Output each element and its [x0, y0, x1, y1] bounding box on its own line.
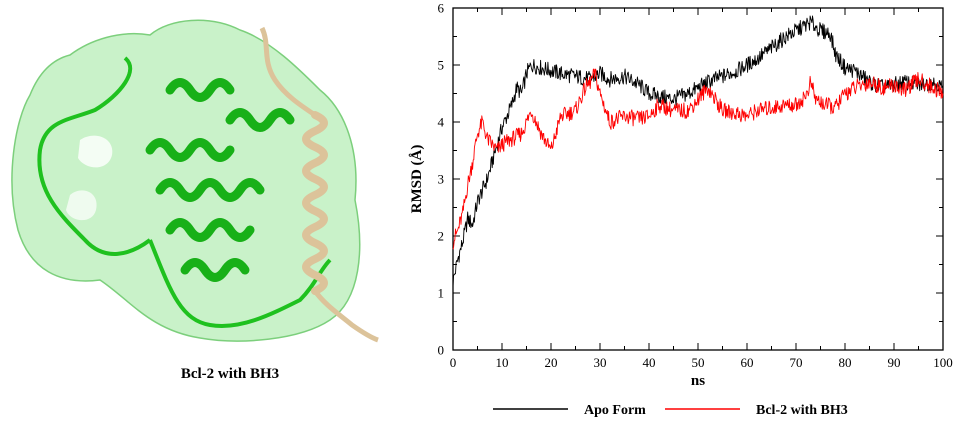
y-tick-label: 4 [438, 115, 445, 130]
bh3-peptide-helix [302, 111, 328, 295]
chart-legend: Apo Form Bcl-2 with BH3 [493, 403, 848, 418]
y-tick-label: 0 [438, 343, 445, 358]
series-line-bh3 [452, 68, 944, 250]
y-tick-label: 2 [438, 229, 445, 244]
protein-structure-image [0, 0, 400, 400]
plot-frame [452, 7, 944, 351]
x-tick-label: 10 [496, 355, 509, 370]
y-tick-label: 3 [438, 172, 445, 187]
x-tick-label: 40 [643, 355, 656, 370]
x-tick-label: 100 [933, 355, 953, 370]
x-tick-label: 90 [888, 355, 901, 370]
protein-loop [37, 56, 152, 256]
x-axis-label: ns [691, 373, 705, 389]
alpha-helices [145, 78, 295, 282]
x-tick-label: 80 [839, 355, 852, 370]
surface-cavity [66, 190, 97, 221]
y-tick-label: 1 [438, 286, 445, 301]
surface-cavity [78, 135, 113, 168]
x-tick-label: 50 [692, 355, 705, 370]
chart-axes: 0 10 20 30 40 50 60 70 80 90 100 0 1 2 3 4 5 6 ns RMSD (Å) [409, 1, 953, 390]
x-tick-label: 30 [594, 355, 607, 370]
y-tick-label: 6 [438, 1, 445, 16]
bh3-peptide-tail [312, 289, 379, 343]
x-tick-label: 20 [545, 355, 558, 370]
chart-series [452, 15, 944, 287]
protein-panel-caption: Bcl-2 with BH3 [180, 366, 280, 382]
series-line-apo [452, 15, 944, 287]
bh3-peptide-tail [259, 26, 317, 118]
x-tick-label: 60 [741, 355, 754, 370]
protein-loop [148, 239, 332, 328]
y-axis-label: RMSD (Å) [409, 145, 425, 214]
y-tick-label: 5 [438, 58, 445, 73]
protein-ribbon-illustration [11, 19, 379, 343]
x-tick-label: 0 [450, 355, 457, 370]
x-tick-label: 70 [790, 355, 803, 370]
legend-label: Apo Form [584, 403, 646, 418]
molecular-surface [11, 19, 361, 342]
legend-label: Bcl-2 with BH3 [756, 403, 848, 418]
